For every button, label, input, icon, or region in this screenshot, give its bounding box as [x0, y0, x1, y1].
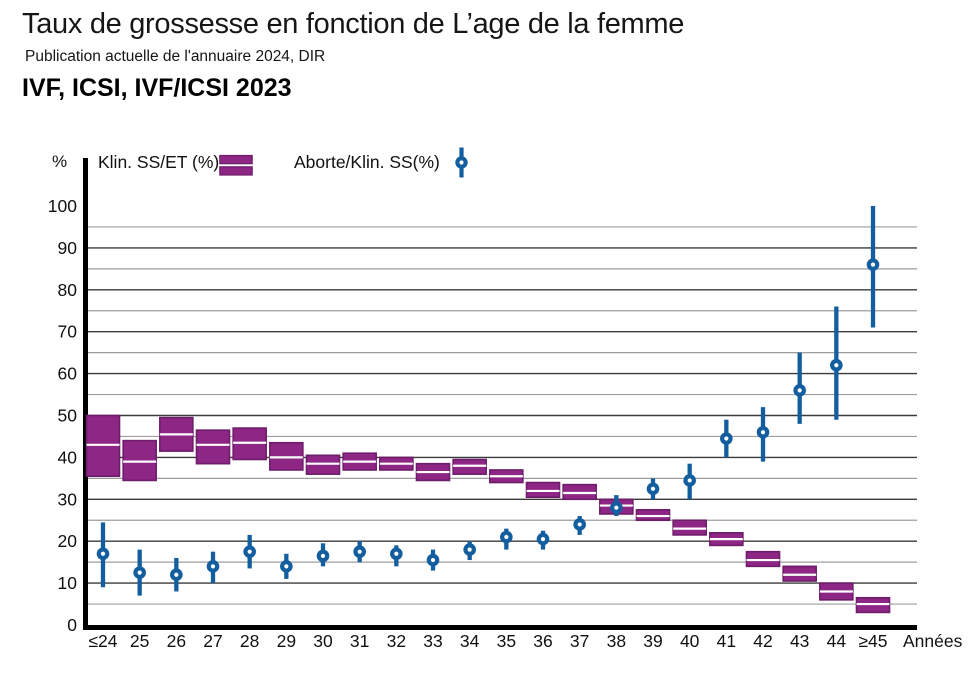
x-tick-label: 31 — [350, 631, 369, 651]
axes — [83, 158, 917, 630]
y-tick-label: 0 — [67, 615, 77, 635]
section-heading: IVF, ICSI, IVF/ICSI 2023 — [22, 74, 292, 102]
y-tick-label: 50 — [58, 406, 78, 426]
x-tick-label: ≤24 — [88, 631, 117, 651]
aborte-point-center — [504, 534, 509, 540]
x-tick-label: 27 — [203, 631, 222, 651]
legend-label-aborte-klin-ss: Aborte/Klin. SS(%) — [294, 152, 440, 172]
x-axis-unit-label: Années — [903, 631, 963, 651]
y-tick-label: 100 — [48, 196, 77, 216]
aborte-point-center — [137, 570, 142, 575]
aborte-point-center — [760, 430, 766, 435]
y-tick-label: 70 — [58, 322, 78, 342]
aborte-point-center — [284, 564, 289, 569]
aborte-point-center — [100, 551, 106, 556]
x-tick-label: 37 — [570, 631, 589, 651]
aborte-point-center — [724, 436, 729, 441]
x-tick-label: 39 — [643, 631, 662, 651]
y-tick-label: 30 — [58, 489, 78, 509]
aborte-point-center — [834, 363, 839, 368]
aborte-point-center — [357, 549, 362, 554]
x-tick-label: 44 — [827, 631, 847, 651]
x-tick-labels: ≤24 25 26 27 28 29 30 31 32 33 34 35 36 37 38 39 40 41 42 4… — [88, 631, 887, 651]
aborte-point-center — [394, 551, 399, 556]
legend-label-klin-ss-et: Klin. SS/ET (%) — [98, 152, 220, 172]
aborte-point-center — [687, 478, 692, 483]
x-tick-label: 38 — [607, 631, 626, 651]
aborte-point-center — [577, 522, 582, 527]
x-tick-label: 30 — [313, 631, 333, 651]
y-gridlines — [86, 226, 917, 605]
x-tick-label: 33 — [423, 631, 442, 651]
aborte-point-center — [870, 262, 876, 267]
aborte-point-center — [430, 557, 436, 563]
y-tick-label: 40 — [58, 447, 78, 467]
y-tick-label: 90 — [58, 238, 78, 258]
x-tick-label: 25 — [130, 631, 149, 651]
page-title: Taux de grossesse en fonction de L’age d… — [22, 8, 685, 40]
y-axis-spine — [83, 158, 88, 630]
klin-box — [195, 429, 231, 465]
x-tick-label: 34 — [460, 631, 480, 651]
y-tick-label: 10 — [58, 573, 78, 593]
aborte-point-center — [247, 549, 252, 554]
aborte-point-center — [797, 388, 802, 393]
x-tick-label: 36 — [533, 631, 552, 651]
aborte-point-center — [614, 505, 619, 510]
y-tick-labels: 0 10 20 30 40 50 60 70 80 90 100 — [48, 196, 77, 635]
x-axis-spine — [83, 625, 917, 630]
page-subtitle: Publication actuelle de l'annuaire 2024,… — [25, 48, 326, 65]
y-tick-label: 20 — [58, 531, 78, 551]
purple-double-bar-icon — [219, 153, 253, 182]
x-tick-label: 40 — [680, 631, 700, 651]
aborte-point-center — [650, 486, 656, 491]
x-tick-label: 35 — [497, 631, 516, 651]
aborte-errorbar-series — [96, 206, 880, 596]
x-tick-label: ≥45 — [858, 631, 887, 651]
y-tick-label: 80 — [58, 280, 78, 300]
x-tick-label: 28 — [240, 631, 259, 651]
x-tick-label: 29 — [277, 631, 296, 651]
aborte-point-center — [540, 537, 546, 542]
x-tick-label: 41 — [717, 631, 736, 651]
y-tick-label: 60 — [58, 364, 78, 384]
x-tick-label: 32 — [387, 631, 406, 651]
aborte-point-center — [210, 564, 216, 569]
x-tick-label: 26 — [167, 631, 186, 651]
klin-ss-et-box-series — [85, 414, 891, 614]
blue-point-errorbar-icon — [453, 146, 470, 184]
y-axis-unit-label: % — [52, 152, 68, 171]
aborte-point-center — [174, 572, 179, 577]
aborte-point-center — [467, 547, 472, 552]
x-tick-label: 42 — [753, 631, 772, 651]
aborte-point-center — [320, 553, 326, 558]
x-tick-label: 43 — [790, 631, 809, 651]
